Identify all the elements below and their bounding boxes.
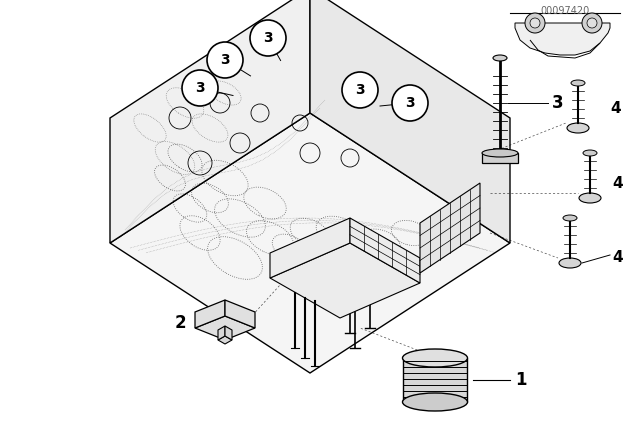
- Circle shape: [525, 13, 545, 33]
- Ellipse shape: [493, 55, 507, 61]
- Text: 3: 3: [552, 94, 564, 112]
- Polygon shape: [420, 183, 480, 273]
- Ellipse shape: [567, 123, 589, 133]
- Polygon shape: [218, 336, 232, 344]
- Text: 3: 3: [195, 81, 205, 95]
- Circle shape: [582, 13, 602, 33]
- Polygon shape: [482, 153, 518, 163]
- Polygon shape: [110, 0, 310, 243]
- Text: 3: 3: [355, 83, 365, 97]
- Ellipse shape: [559, 258, 581, 268]
- Text: 2: 2: [175, 314, 187, 332]
- Ellipse shape: [403, 393, 467, 411]
- Text: 3: 3: [263, 31, 273, 45]
- Circle shape: [392, 85, 428, 121]
- Circle shape: [530, 18, 540, 28]
- Text: 4: 4: [612, 250, 623, 264]
- Circle shape: [587, 18, 597, 28]
- Circle shape: [182, 70, 218, 106]
- Polygon shape: [195, 300, 225, 328]
- Text: 3: 3: [405, 96, 415, 110]
- Circle shape: [207, 42, 243, 78]
- Text: 00097420: 00097420: [540, 6, 589, 16]
- Text: 4: 4: [612, 176, 623, 190]
- Polygon shape: [225, 326, 232, 340]
- Text: 3: 3: [220, 53, 230, 67]
- Polygon shape: [403, 358, 467, 402]
- Polygon shape: [310, 0, 510, 243]
- Ellipse shape: [563, 215, 577, 221]
- Polygon shape: [350, 218, 420, 283]
- Ellipse shape: [579, 193, 601, 203]
- Polygon shape: [218, 326, 225, 340]
- Ellipse shape: [571, 80, 585, 86]
- Polygon shape: [110, 113, 510, 373]
- Polygon shape: [225, 300, 255, 328]
- Text: 1: 1: [515, 371, 527, 389]
- Polygon shape: [515, 23, 610, 55]
- Circle shape: [250, 20, 286, 56]
- Polygon shape: [195, 316, 255, 340]
- Ellipse shape: [403, 349, 467, 367]
- Polygon shape: [270, 218, 350, 278]
- Polygon shape: [270, 243, 420, 318]
- Ellipse shape: [583, 150, 597, 156]
- Text: 4: 4: [610, 100, 621, 116]
- Circle shape: [342, 72, 378, 108]
- Ellipse shape: [482, 149, 518, 157]
